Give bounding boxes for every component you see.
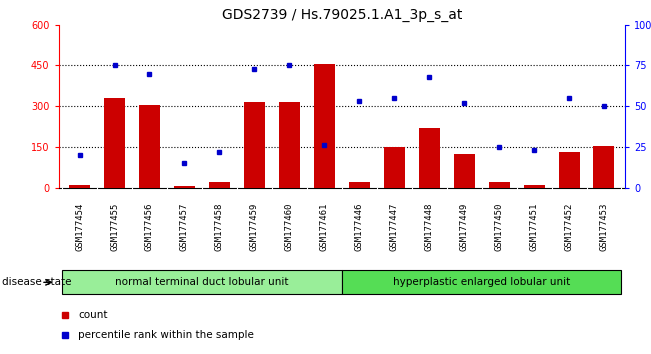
Bar: [454, 154, 475, 188]
Bar: [244, 102, 265, 188]
Bar: [523, 185, 544, 188]
Text: GSM177452: GSM177452: [564, 202, 574, 251]
Bar: [349, 182, 370, 188]
Text: normal terminal duct lobular unit: normal terminal duct lobular unit: [115, 277, 288, 287]
Text: GSM177455: GSM177455: [110, 202, 119, 251]
Text: GSM177459: GSM177459: [250, 202, 259, 251]
Bar: [104, 98, 125, 188]
Text: GSM177454: GSM177454: [75, 202, 84, 251]
Bar: [419, 128, 439, 188]
Text: GSM177450: GSM177450: [495, 202, 504, 251]
Text: disease state: disease state: [2, 277, 72, 287]
Bar: [69, 185, 90, 188]
FancyBboxPatch shape: [342, 270, 622, 294]
Bar: [209, 182, 230, 188]
Bar: [279, 102, 300, 188]
Bar: [559, 152, 579, 188]
Text: hyperplastic enlarged lobular unit: hyperplastic enlarged lobular unit: [393, 277, 570, 287]
Text: GSM177458: GSM177458: [215, 202, 224, 251]
Text: count: count: [78, 309, 107, 320]
FancyBboxPatch shape: [62, 270, 342, 294]
Text: GSM177446: GSM177446: [355, 202, 364, 251]
Bar: [594, 145, 615, 188]
Bar: [139, 105, 160, 188]
Text: GSM177461: GSM177461: [320, 202, 329, 251]
Text: GSM177453: GSM177453: [600, 202, 609, 251]
Text: GSM177448: GSM177448: [424, 202, 434, 251]
Text: GSM177447: GSM177447: [390, 202, 398, 251]
Text: GSM177451: GSM177451: [529, 202, 538, 251]
Text: GSM177449: GSM177449: [460, 202, 469, 251]
Text: percentile rank within the sample: percentile rank within the sample: [78, 330, 254, 339]
Text: GSM177456: GSM177456: [145, 202, 154, 251]
Bar: [489, 182, 510, 188]
Bar: [383, 147, 405, 188]
Title: GDS2739 / Hs.79025.1.A1_3p_s_at: GDS2739 / Hs.79025.1.A1_3p_s_at: [221, 8, 462, 22]
Text: GSM177460: GSM177460: [285, 202, 294, 251]
Text: GSM177457: GSM177457: [180, 202, 189, 251]
Bar: [174, 186, 195, 188]
Bar: [314, 64, 335, 188]
